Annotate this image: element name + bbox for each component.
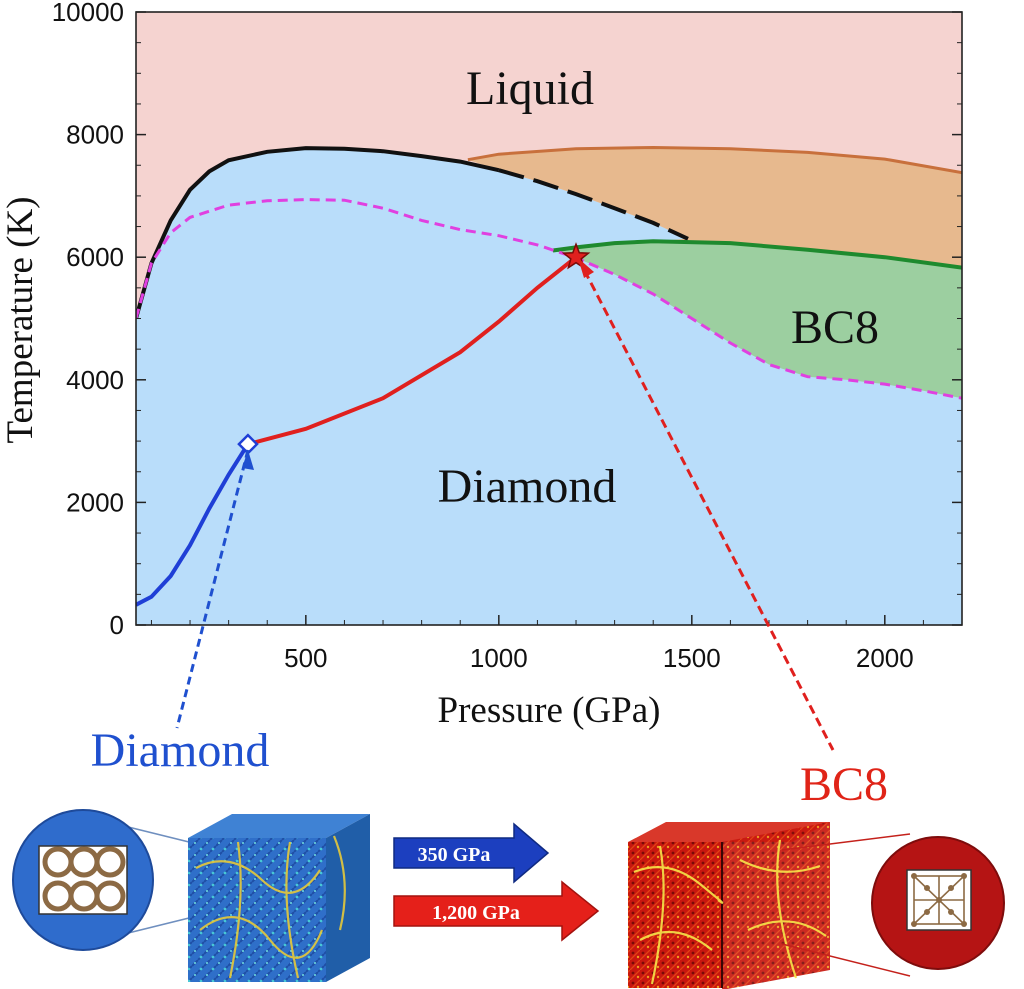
x-axis: 500 1000 1500 2000 xyxy=(150,615,924,673)
y-tick-label: 8000 xyxy=(66,120,124,150)
diamond-lattice-frame xyxy=(38,845,128,915)
bc8-phase-boundary xyxy=(552,239,962,270)
bc8-inset-connector-top xyxy=(781,833,911,851)
region-label-diamond: Diamond xyxy=(438,460,617,513)
y-tick-label: 10000 xyxy=(52,0,124,27)
magenta-dashed-line xyxy=(136,198,962,400)
bc8-inset-connector-bottom xyxy=(781,943,911,977)
y-tick-label: 2000 xyxy=(66,487,124,517)
y-tick-label: 0 xyxy=(110,610,124,640)
phase-diagram: 500 1000 1500 2000 0 2000 4000 6000 8000 10000 L… xyxy=(0,0,963,731)
x-tick-label: 500 xyxy=(284,643,327,673)
diamond-pointer-arrowhead xyxy=(242,450,254,470)
melting-line-extrapolated xyxy=(498,168,689,241)
x-tick-label: 2000 xyxy=(856,643,914,673)
x-tick-label: 1000 xyxy=(470,643,528,673)
region-label-liquid: Liquid xyxy=(466,62,594,115)
bc8-label: BC8 xyxy=(800,758,888,811)
orange-region xyxy=(467,147,962,268)
melting-line xyxy=(136,146,500,320)
arrow-350-label: 350 GPa xyxy=(418,844,491,866)
arrow-1200-gpa: 1,200 GPa xyxy=(393,880,600,942)
red-compression-path xyxy=(247,255,578,447)
y-tick-label: 6000 xyxy=(66,242,124,272)
bc8-simulation-cube xyxy=(628,822,830,989)
bc8-pointer-line xyxy=(576,257,835,751)
diamond-label: Diamond xyxy=(91,724,270,777)
upper-phase-boundary xyxy=(467,145,962,175)
bc8-pointer-arrowhead xyxy=(578,258,594,278)
arrow-1200-label: 1,200 GPa xyxy=(432,902,520,924)
diamond-simulation-cube xyxy=(188,814,370,982)
bc8-region xyxy=(552,241,962,399)
markers xyxy=(237,242,591,455)
x-axis-label: Pressure (GPa) xyxy=(438,690,661,731)
y-axis-label: Temperature (K) xyxy=(0,196,41,443)
y-tick-label: 4000 xyxy=(66,365,124,395)
diamond-lattice-icon xyxy=(42,846,126,912)
region-label-bc8: BC8 xyxy=(791,301,879,354)
star-marker xyxy=(561,242,591,270)
blue-compression-path xyxy=(136,443,250,607)
simulation-panel: Diamond BC8 350 GPa xyxy=(12,257,1005,989)
x-tick-label: 1500 xyxy=(663,643,721,673)
diamond-pointer-line xyxy=(175,449,250,729)
bc8-lattice-icon xyxy=(911,873,967,927)
arrow-350-gpa: 350 GPa xyxy=(393,822,550,884)
y-axis: 0 2000 4000 6000 8000 10000 xyxy=(52,0,962,640)
